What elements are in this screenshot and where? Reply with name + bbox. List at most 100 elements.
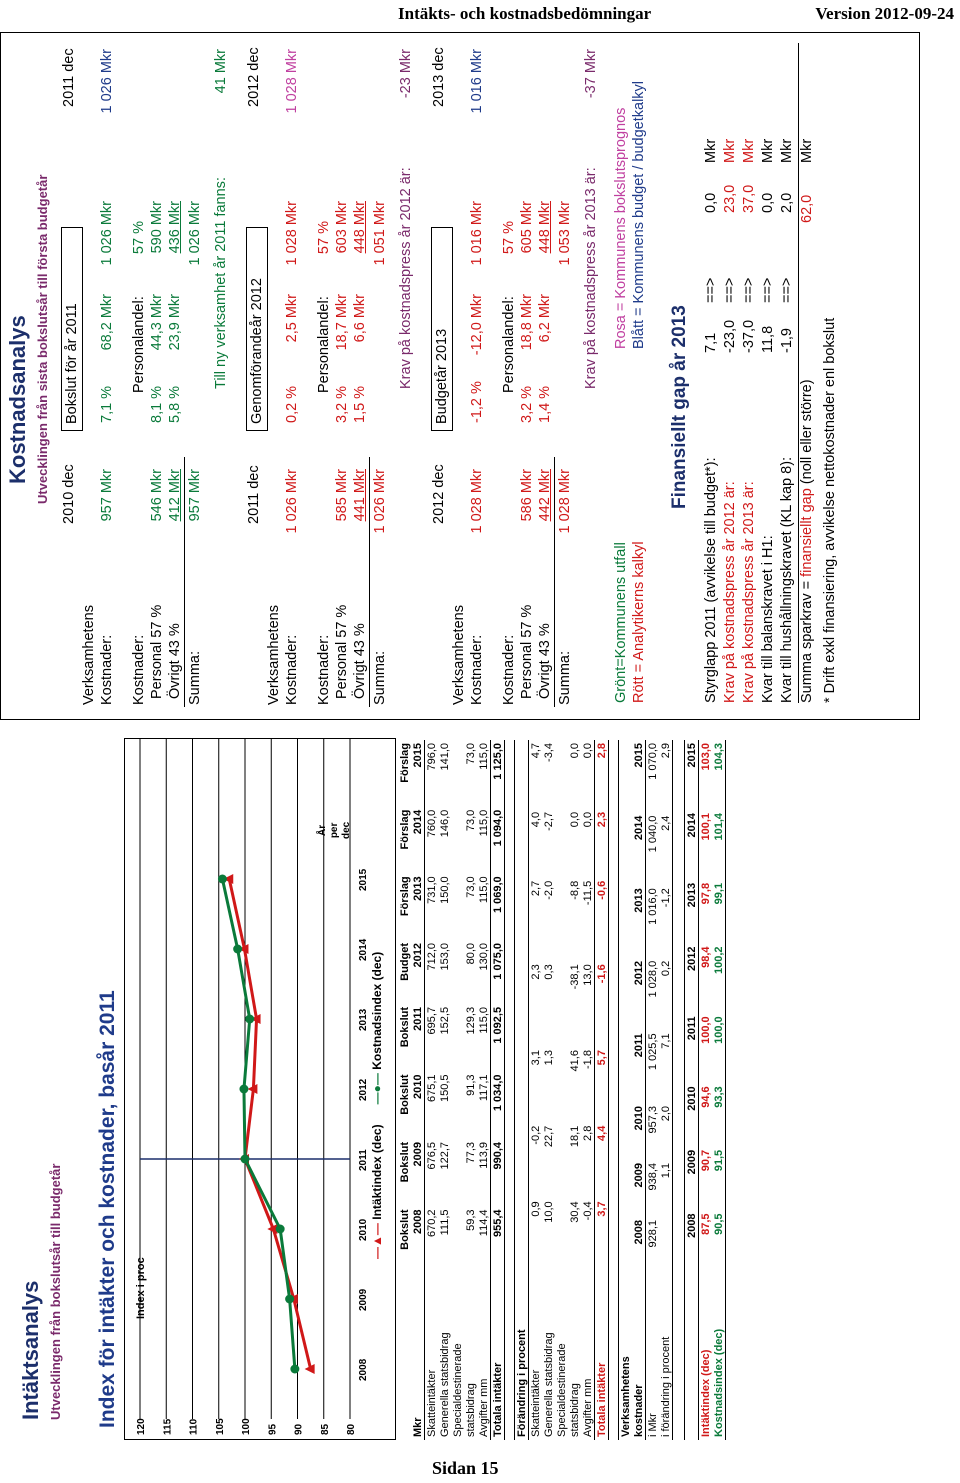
table-head-cell: Verksamhetens bbox=[618, 1274, 632, 1440]
table-row: i förändring i procent 1,1 2,0 7,1 0,2 -1,2 2,… bbox=[659, 740, 673, 1440]
table-row-cell: 150,0 bbox=[438, 876, 451, 904]
table-head-cell bbox=[684, 1274, 699, 1440]
value: 412 Mkr bbox=[167, 469, 183, 522]
gap-table: Styrglapp 2011 (avvikelse till budget*):… bbox=[703, 43, 838, 703]
table-row-cell: 796,0 bbox=[425, 743, 438, 771]
table-row-cell: -1,8 bbox=[581, 1050, 594, 1069]
x-tick-label: 2009 bbox=[358, 1288, 369, 1311]
table-row-cell: 73,0 bbox=[464, 809, 477, 832]
x-tick-label: 2013 bbox=[358, 1008, 369, 1031]
table-row-cell: 98,4 bbox=[699, 946, 712, 968]
table-row-cell: 13,0 bbox=[581, 964, 594, 986]
change-table: Förändring i procent Skatteintäkter 0,9 -0,… bbox=[514, 740, 609, 1440]
table-head-cell bbox=[514, 1122, 529, 1199]
table-row-cell: 1 025,5 bbox=[646, 1033, 659, 1071]
table-row: Generella statsbidrag 10,0 22,7 1,3 0,3 -2,0 -… bbox=[542, 740, 555, 1440]
value: 57 % bbox=[501, 221, 517, 255]
gap-cell: 37,0 bbox=[741, 184, 757, 213]
row-label: Personal 57 % bbox=[334, 604, 350, 699]
table-row-cell: 100,1 bbox=[699, 812, 712, 841]
cost-analysis-panel: Kostnadsanalys Utvecklingen från sista b… bbox=[0, 32, 920, 720]
data-point bbox=[290, 1364, 300, 1374]
legend-green: Grönt=Kommunens utfall bbox=[613, 542, 629, 703]
table-row-cell: 675,1 bbox=[425, 1074, 438, 1102]
table-head-cell: 2012 bbox=[632, 957, 646, 1031]
table-row-cell bbox=[555, 1198, 568, 1274]
y-tick-label: 120 bbox=[136, 1418, 147, 1435]
table-row-cell: -11,5 bbox=[581, 880, 594, 906]
table-head: 2008 2009 2010 2011 2012 2013 2014 2015 bbox=[684, 740, 699, 1440]
table-row-cell: Specialdestinerade bbox=[555, 1343, 568, 1437]
section-date-end: 2012 dec bbox=[246, 47, 262, 107]
gap-cell: -37,0 bbox=[741, 319, 757, 353]
data-point bbox=[245, 1014, 255, 1024]
value: 0,2 % bbox=[284, 385, 300, 423]
table-row-cell: 1 070,0 bbox=[646, 743, 659, 780]
table-row-cell: -3,4 bbox=[542, 743, 555, 762]
table-row-cell: 0,2 bbox=[659, 957, 673, 1031]
value: 441 Mkr bbox=[352, 469, 368, 522]
value: 442 Mkr bbox=[537, 469, 553, 522]
legend-pink: Rosa = Kommunens bokslutsprognos bbox=[613, 107, 629, 349]
row-label: Summa: bbox=[187, 651, 203, 705]
gap-cell: Mkr bbox=[760, 138, 776, 163]
gap-sum-1: Summa sparkrav = bbox=[799, 576, 815, 703]
table-row-cell bbox=[451, 807, 464, 874]
table-head-cell: Mkr bbox=[411, 1274, 425, 1440]
y-tick-label: 110 bbox=[189, 1418, 200, 1435]
table-total-cell: 1 092,5 bbox=[490, 1003, 505, 1072]
table-row-cell: 2,3 bbox=[529, 964, 542, 980]
table-head-cell: 2014 bbox=[411, 806, 425, 874]
value: 18,7 Mkr bbox=[334, 294, 350, 351]
table-row-cell: Skatteintäkter bbox=[529, 1369, 542, 1437]
table-row-cell: 2,7 bbox=[529, 880, 542, 897]
table-row-cell: 100,0 bbox=[712, 1013, 726, 1084]
row-label: Personal 57 % bbox=[519, 604, 535, 699]
table-row-cell: 93,3 bbox=[712, 1083, 726, 1147]
table-row-cell: 18,1 bbox=[568, 1125, 581, 1148]
value: 3,2 % bbox=[519, 385, 535, 423]
gap-cell: Styrglapp 2011 (avvikelse till budget*): bbox=[703, 457, 719, 703]
value: 23,9 Mkr bbox=[167, 294, 183, 351]
row-label: Kostnader: bbox=[284, 634, 300, 705]
row-label: Kostnader: bbox=[316, 634, 332, 705]
table-row-cell: 130,0 bbox=[477, 942, 490, 971]
table-row-cell: 115,0 bbox=[477, 743, 490, 770]
data-point bbox=[240, 1154, 250, 1164]
table-row-cell: 731,0 bbox=[425, 876, 438, 904]
table-row-cell: 153,0 bbox=[438, 942, 451, 971]
gap-row: Krav på kostnadspress år 2013 är: -37,0 ==… bbox=[741, 43, 760, 703]
section-date-start: 2010 dec bbox=[61, 464, 77, 524]
table-row-cell: 0,3 bbox=[542, 964, 555, 980]
table-row-cell bbox=[451, 1139, 464, 1207]
y-tick-label: 115 bbox=[162, 1418, 173, 1435]
note-label: Till ny verksamhet år 2011 fanns: bbox=[213, 177, 229, 389]
x-tick-label: 2015 bbox=[358, 868, 369, 891]
table-head-cell: 2008 bbox=[411, 1206, 425, 1274]
table-row-cell: Kostnadsindex (dec) bbox=[712, 1274, 726, 1440]
table-row-cell: statsbidrag bbox=[464, 1383, 477, 1437]
row-label: Övrigt 43 % bbox=[537, 623, 553, 699]
x-tick-label: 2012 bbox=[358, 1078, 369, 1101]
note-label: Krav på kostnadspress år 2013 är: bbox=[583, 167, 599, 389]
table-total-cell: 4,4 bbox=[594, 1122, 609, 1199]
section-box-title: Bokslut för år 2011 bbox=[61, 227, 83, 431]
table-row-cell: 103,0 bbox=[699, 743, 712, 771]
table-row-cell: 957,3 bbox=[646, 1106, 659, 1134]
gap-cell: 2,0 bbox=[779, 192, 795, 213]
gap-sum-value: 62,0 bbox=[799, 194, 815, 223]
gap-cell: ==> bbox=[703, 277, 719, 303]
note-label: Krav på kostnadspress år 2012 är: bbox=[398, 167, 414, 389]
table-row-cell: 122,7 bbox=[438, 1141, 451, 1170]
table-row-cell bbox=[659, 1217, 673, 1274]
row-label: Övrigt 43 % bbox=[352, 623, 368, 699]
table-head-cell bbox=[618, 740, 632, 813]
page-number: Sidan 15 bbox=[432, 1458, 499, 1478]
header-title: Intäkts- och kostnadsbedömningar bbox=[398, 4, 652, 23]
table-row-cell bbox=[555, 809, 568, 878]
data-point bbox=[250, 1014, 261, 1024]
table-row-cell: 141,0 bbox=[438, 743, 451, 771]
chart-frame: Index i proc 80 85 90 95 100 105 110 115 120 2008… bbox=[124, 738, 396, 1440]
table-row-cell: 670,2 bbox=[425, 1209, 438, 1238]
table-row-cell: 59,3 bbox=[464, 1209, 477, 1231]
